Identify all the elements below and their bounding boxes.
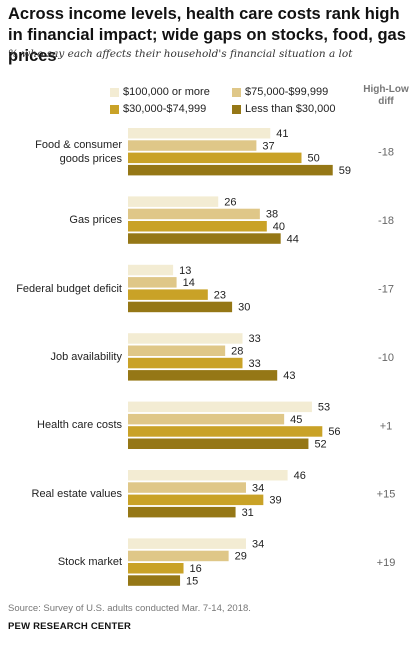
bar bbox=[128, 506, 236, 518]
bar bbox=[128, 152, 302, 164]
data-label: 56 bbox=[328, 426, 340, 438]
data-label: 45 bbox=[290, 414, 302, 426]
category-label-line: Stock market bbox=[57, 556, 122, 569]
diff-value: -18 bbox=[378, 147, 394, 159]
data-label: 29 bbox=[235, 551, 247, 563]
bar bbox=[128, 538, 246, 549]
data-label: 15 bbox=[186, 575, 198, 587]
bar bbox=[128, 221, 267, 232]
bar bbox=[128, 401, 312, 413]
data-label: 13 bbox=[179, 265, 191, 277]
brand-logo-text: PEW RESEARCH CENTER bbox=[8, 621, 132, 632]
data-label: 31 bbox=[242, 507, 254, 519]
legend-swatch bbox=[232, 104, 241, 114]
legend-item: $75,000-$99,999 bbox=[232, 86, 328, 98]
data-label: 59 bbox=[339, 165, 351, 177]
category-label-line: Job availability bbox=[50, 350, 122, 363]
legend-item: $100,000 or more bbox=[110, 86, 210, 98]
data-label: 44 bbox=[287, 233, 299, 245]
bar bbox=[128, 128, 271, 139]
diff-value: +1 bbox=[380, 420, 393, 432]
bar bbox=[128, 370, 278, 381]
category-label: Stock market bbox=[58, 555, 122, 569]
data-label: 37 bbox=[262, 140, 274, 152]
bar bbox=[128, 426, 323, 437]
category-label: Health care costs bbox=[37, 418, 122, 432]
bar bbox=[128, 470, 288, 481]
category-label: Real estate values bbox=[32, 487, 123, 501]
source-note: Source: Survey of U.S. adults conducted … bbox=[8, 603, 251, 614]
legend-item: Less than $30,000 bbox=[232, 103, 336, 115]
chart-subtitle: % who say each affects their household's… bbox=[8, 48, 353, 60]
data-label: 28 bbox=[231, 346, 243, 358]
bar bbox=[128, 438, 309, 449]
data-label: 43 bbox=[283, 370, 295, 382]
diff-value: +15 bbox=[377, 489, 396, 501]
bar bbox=[128, 289, 208, 300]
data-label: 53 bbox=[318, 402, 330, 414]
bar bbox=[128, 277, 177, 288]
category-label-line: Health care costs bbox=[37, 419, 122, 432]
chart-title: Across income levels, health care costs … bbox=[8, 5, 406, 65]
legend: $100,000 or more $75,000-$99,999 $30,000… bbox=[0, 0, 420, 120]
category-label-line: Federal budget deficit bbox=[16, 282, 122, 295]
category-label: Food & consumer goods prices bbox=[35, 138, 122, 166]
diff-value: -18 bbox=[378, 215, 394, 227]
category-label: Gas prices bbox=[69, 213, 122, 227]
data-label: 46 bbox=[294, 470, 306, 482]
data-label: 14 bbox=[183, 277, 195, 289]
legend-swatch bbox=[110, 104, 119, 114]
data-label: 33 bbox=[249, 358, 261, 370]
legend-label: $30,000-$74,999 bbox=[123, 103, 207, 115]
bar bbox=[128, 333, 243, 344]
bar bbox=[128, 413, 285, 425]
data-label: 34 bbox=[252, 482, 264, 494]
legend-swatch bbox=[232, 87, 241, 97]
legend-label: Less than $30,000 bbox=[245, 103, 336, 115]
data-label: 23 bbox=[214, 289, 226, 301]
data-label: 33 bbox=[249, 333, 261, 345]
data-label: 41 bbox=[276, 128, 288, 140]
legend-item: $30,000-$74,999 bbox=[110, 103, 206, 115]
bar bbox=[128, 233, 281, 244]
legend-label: $100,000 or more bbox=[123, 86, 210, 98]
category-label: Federal budget deficit bbox=[16, 282, 122, 296]
bar bbox=[128, 482, 246, 493]
bar bbox=[128, 140, 257, 151]
diff-value: -10 bbox=[378, 352, 394, 364]
category-label-line: Real estate values bbox=[31, 487, 123, 500]
bar bbox=[128, 563, 184, 574]
data-label: 50 bbox=[308, 153, 320, 165]
diff-header: High-Low diff bbox=[363, 84, 409, 107]
data-label: 40 bbox=[273, 221, 285, 233]
category-label: Job availability bbox=[50, 350, 122, 364]
legend-swatch bbox=[110, 87, 119, 97]
category-label-line: Gas prices bbox=[69, 214, 122, 227]
bar bbox=[128, 301, 233, 313]
bar bbox=[128, 164, 333, 176]
bar bbox=[128, 196, 219, 207]
diff-value: -17 bbox=[378, 284, 394, 296]
bar bbox=[128, 208, 260, 220]
bar bbox=[128, 345, 226, 356]
bar bbox=[128, 550, 229, 562]
data-label: 38 bbox=[266, 209, 278, 221]
bar bbox=[128, 494, 264, 506]
bar bbox=[128, 357, 243, 369]
data-label: 52 bbox=[314, 439, 326, 451]
category-label-line: Food & consumer bbox=[35, 138, 122, 151]
data-label: 16 bbox=[190, 563, 202, 575]
data-label: 34 bbox=[252, 538, 264, 550]
data-label: 39 bbox=[269, 495, 281, 507]
data-label: 30 bbox=[238, 302, 250, 314]
category-label-line: goods prices bbox=[59, 152, 122, 165]
data-label: 26 bbox=[224, 196, 236, 208]
bar bbox=[128, 575, 181, 586]
diff-value: +19 bbox=[377, 557, 396, 569]
bar bbox=[128, 264, 174, 276]
legend-label: $75,000-$99,999 bbox=[245, 86, 329, 98]
